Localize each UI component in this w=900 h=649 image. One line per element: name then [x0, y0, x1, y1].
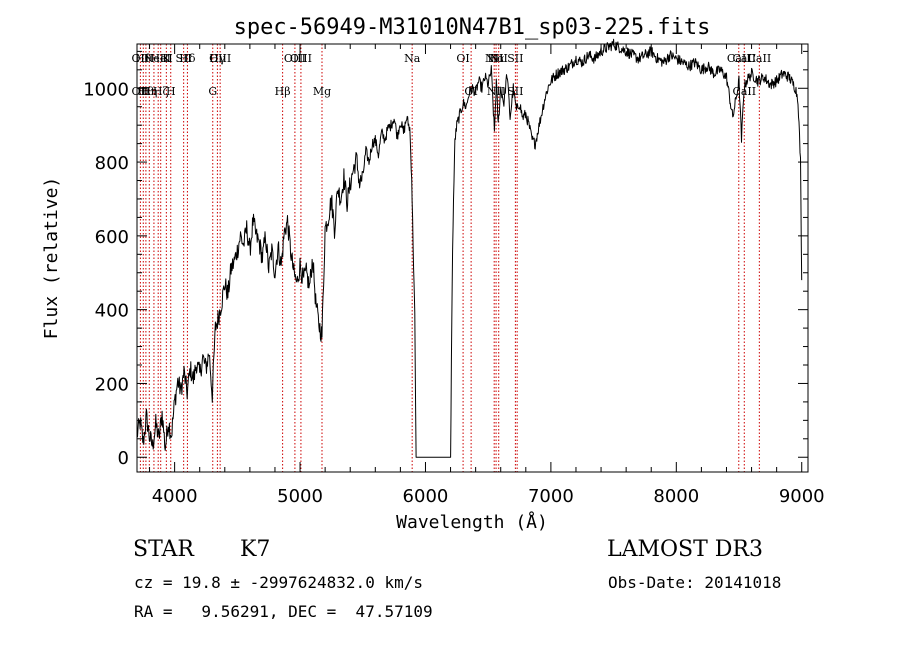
y-tick-label: 0 [118, 448, 129, 469]
line-marker-label-top: Hα [488, 52, 506, 65]
survey-label: LAMOST DR3 [607, 537, 763, 562]
line-marker-label-top: OIII [290, 52, 312, 65]
line-marker-label-top: SII [176, 52, 192, 65]
line-marker-label-top: NII [490, 52, 508, 65]
line-marker-label-top: SII [507, 52, 523, 65]
line-marker-label-top: CaII [732, 52, 756, 65]
y-tick-label: 400 [95, 301, 129, 322]
x-axis-label: Wavelength (Å) [396, 511, 548, 533]
line-marker-label-top: CaII [748, 52, 772, 65]
line-marker-label-top: NeIII [144, 52, 173, 65]
line-marker-label-top: Hδ [179, 52, 196, 65]
line-marker-label-top: OIII [209, 52, 231, 65]
spectrum-line-group [136, 38, 803, 458]
y-tick-label: 1000 [83, 79, 129, 100]
line-marker-label-top: Hθ [135, 52, 152, 65]
line-marker-label-top: OI [456, 52, 469, 65]
y-axis-label: Flux (relative) [41, 177, 62, 340]
y-tick-label: 600 [95, 227, 129, 248]
line-marker-label-top: Hγ [209, 52, 226, 65]
line-marker-label-bottom: G [208, 85, 217, 98]
line-marker-label-bottom: Mg [313, 85, 331, 98]
chart-title: spec-56949-M31010N47B1_sp03-225.fits [234, 15, 711, 40]
line-marker-label-top: OII [132, 52, 150, 65]
spectrum-line [136, 38, 803, 458]
object-subclass: K7 [240, 537, 271, 562]
line-marker-label-top: NII [485, 52, 503, 65]
line-markers [139, 44, 760, 472]
obs-date-text: Obs-Date: 20141018 [608, 573, 782, 592]
x-tick-label: 5000 [277, 486, 323, 507]
line-marker-label-bottom: Hβ [275, 85, 291, 98]
x-tick-label: 8000 [653, 486, 699, 507]
x-axis-ticks: 4000 5000 6000 7000 8000 9000 [149, 44, 825, 507]
x-tick-label: 7000 [528, 486, 574, 507]
line-marker-labels: OIIOIIHθHθHηNeIIIHeIHζKHSIIHδGHγOIIIHβOI… [132, 52, 772, 98]
plot-frame [136, 43, 809, 473]
x-tick-label: 6000 [403, 486, 449, 507]
x-tick-label: 4000 [152, 486, 198, 507]
line-marker-label-bottom: SII [507, 85, 523, 98]
line-marker-label-top: HeI [150, 52, 170, 65]
y-tick-label: 800 [95, 153, 129, 174]
line-marker-label-top: Na [404, 52, 421, 65]
line-marker-label-top: OIII [284, 52, 306, 65]
velocity-text: cz = 19.8 ± -2997624832.0 km/s [134, 573, 423, 592]
x-tick-label: 9000 [779, 486, 825, 507]
line-marker-label-top: CaII [727, 52, 751, 65]
coordinates-text: RA = 9.56291, DEC = 47.57109 [134, 602, 433, 621]
y-axis-ticks: 0 200 400 600 800 1000 [83, 50, 808, 469]
object-class: STAR [133, 537, 194, 562]
line-marker-label-bottom: Hζ [153, 85, 169, 98]
line-marker-label-bottom: H [166, 85, 176, 98]
line-marker-label-top: K [162, 52, 171, 65]
y-tick-label: 200 [95, 374, 129, 395]
